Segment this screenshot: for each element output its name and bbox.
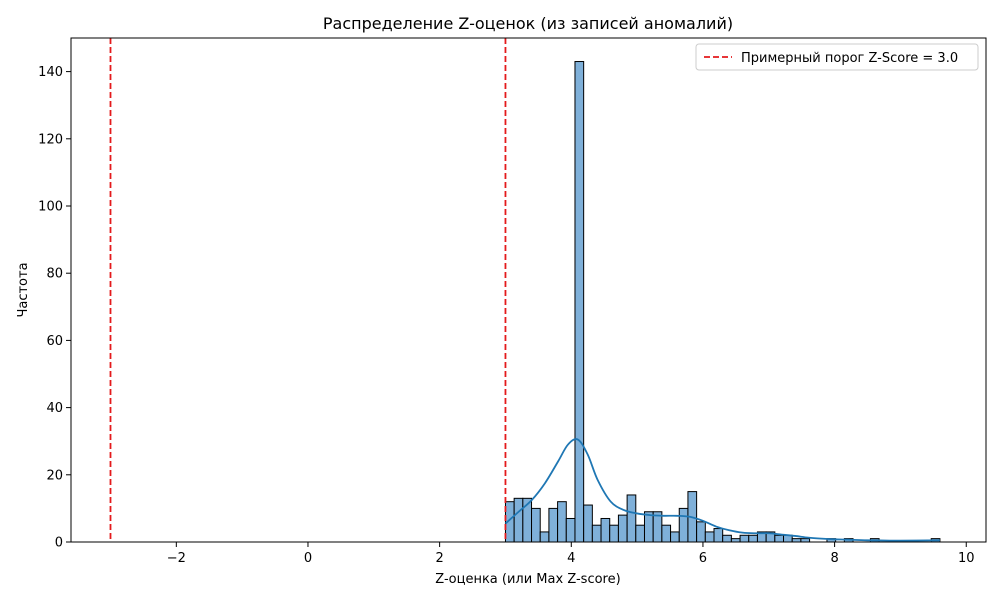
y-tick-label-1: 20 [46,468,63,483]
histogram-bar-7 [565,517,576,543]
x-tick-label-2: 2 [435,551,443,566]
histogram-bar-24 [713,528,724,543]
histogram-bar-10 [591,524,602,543]
histogram-bar-34 [800,538,811,543]
plot-area [71,38,986,542]
kde-curve [504,438,940,542]
histogram-bar-14 [626,494,637,543]
histogram-bar-28 [748,534,758,543]
x-tick-label-0: −2 [167,551,186,566]
histogram-bar-4 [539,531,550,543]
threshold-lines [109,38,507,542]
x-tick-label-5: 8 [830,551,838,566]
legend-label: Примерный порог Z-Score = 3.0 [741,51,958,66]
y-tick-label-7: 140 [38,65,63,80]
chart-title: Распределение Z-оценок (из записей анома… [323,14,733,33]
y-tick-label-6: 120 [38,132,63,147]
histogram-bar-3 [531,507,541,543]
histogram-bar-1 [513,497,524,543]
histogram-bar-15 [635,524,645,543]
histogram-bar-16 [643,511,654,543]
x-tick-label-1: 0 [304,551,312,566]
histogram-bar-19 [670,531,680,543]
kde-curve-group [504,438,940,542]
histogram-bar-5 [548,507,559,543]
histogram-bar-25 [722,534,732,543]
histogram-bar-22 [696,521,706,543]
histogram-bar-27 [739,534,750,543]
legend-box [695,43,979,71]
histogram-bar-33 [791,538,802,543]
x-tick-label-6: 10 [958,551,975,566]
x-tick-label-4: 6 [699,551,707,566]
y-tick-label-4: 80 [46,267,63,282]
histogram-bar-18 [661,524,672,543]
plot-frame [70,37,987,543]
histogram-bar-26 [730,538,741,543]
y-tick-label-5: 100 [38,200,63,215]
histogram-bar-11 [600,517,611,543]
histogram-bar-13 [617,514,628,543]
histogram-bar-31 [774,534,785,543]
histogram-bar-9 [583,504,593,543]
x-axis-label: Z-оценка (или Max Z-score) [435,572,620,587]
histogram-bar-8 [574,61,585,543]
y-tick-label-2: 40 [46,401,63,416]
histogram-bar-20 [678,507,689,543]
histogram-bar-23 [704,531,715,543]
y-tick-label-3: 60 [46,334,63,349]
histogram-bar-12 [609,524,619,543]
y-axis-label: Частота [16,262,31,317]
x-axis-ticks: −2 0 2 4 6 8 10 [167,542,975,566]
legend: Примерный порог Z-Score = 3.0 [695,43,979,71]
y-tick-label-0: 0 [55,536,63,551]
x-tick-label-3: 4 [567,551,575,566]
y-axis-ticks: 0 20 40 60 80 100 120 140 [38,65,71,551]
histogram-bar-6 [557,501,567,543]
